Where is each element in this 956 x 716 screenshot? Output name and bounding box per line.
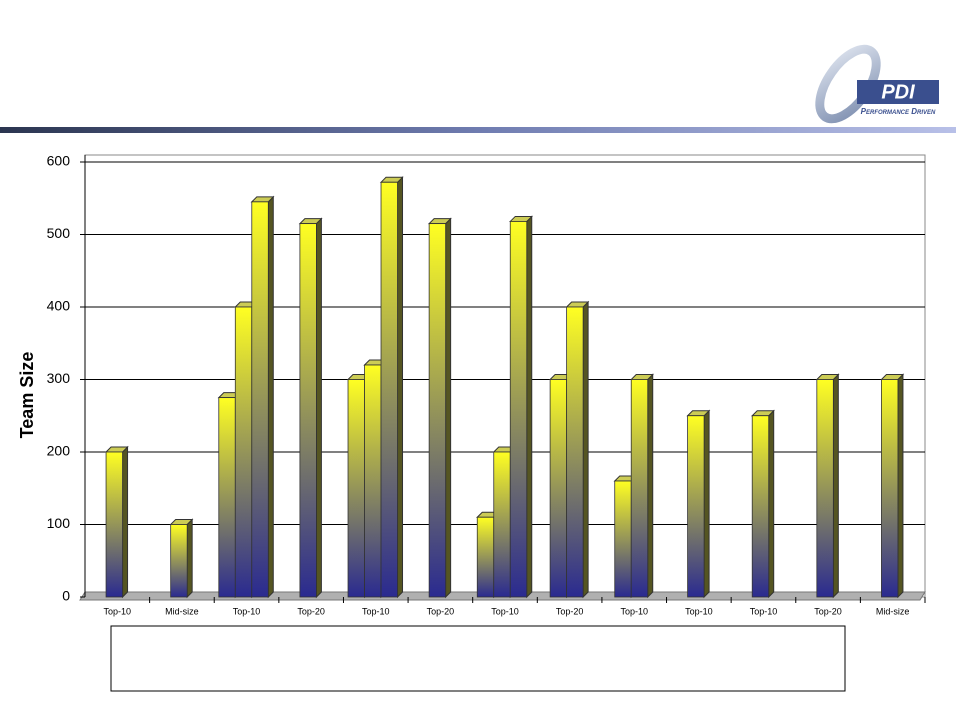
y-tick-label: 600 [47, 153, 71, 169]
bar [881, 379, 899, 598]
y-tick-label: 300 [47, 370, 71, 386]
bar [687, 415, 705, 598]
bar-side [315, 217, 322, 599]
bar [251, 201, 269, 598]
y-tick-label: 200 [47, 443, 71, 459]
bar-side [703, 409, 710, 599]
bar-side [445, 217, 452, 599]
x-tick-label: Top-10 [362, 606, 390, 616]
bar-side [267, 195, 274, 599]
bar [218, 397, 236, 598]
y-tick-label: 100 [47, 515, 71, 531]
x-tick-label: Top-10 [104, 606, 132, 616]
x-tick-label: Top-20 [297, 606, 325, 616]
bar [614, 480, 632, 598]
bar-side [647, 373, 654, 599]
bar [170, 524, 188, 598]
bar [509, 221, 528, 598]
y-axis-title: Team Size [17, 352, 37, 439]
bar [299, 223, 317, 598]
bar [347, 379, 365, 598]
chart: 0 100 200 300 400 500 600 Top-10 Mid-size Top-10 T… [47, 153, 926, 616]
x-tick-label: Top-20 [427, 606, 455, 616]
bar [816, 379, 834, 598]
y-tick-label: 0 [62, 588, 70, 604]
x-tick-label: Top-10 [233, 606, 261, 616]
bar [751, 415, 770, 598]
bar [630, 379, 649, 598]
bar [566, 306, 584, 598]
bar [493, 451, 511, 598]
bar-side [122, 445, 129, 599]
x-tick-label: Top-10 [491, 606, 519, 616]
logo-name: PDI [881, 81, 915, 103]
bar-side [582, 300, 589, 599]
logo-box [857, 80, 939, 104]
bar-side [897, 373, 904, 599]
bar-side [397, 176, 404, 599]
bar [364, 364, 382, 598]
bar [380, 181, 398, 598]
header-rule [0, 127, 956, 133]
bar [234, 306, 253, 598]
logo-tagline: Performance Driven [861, 107, 936, 116]
x-tick-label: Mid-size [876, 606, 910, 616]
x-tick-label: Top-20 [556, 606, 584, 616]
bar [428, 223, 447, 598]
x-tick-label: Top-10 [750, 606, 778, 616]
x-tick-label: Top-20 [814, 606, 842, 616]
bar-side [526, 215, 533, 599]
x-tick-label: Mid-size [165, 606, 199, 616]
logo: PDI Performance Driven [815, 44, 939, 124]
bar [476, 516, 495, 598]
bar-side [186, 518, 193, 599]
bar-side [768, 409, 775, 599]
text-box [110, 625, 846, 692]
y-tick-label: 500 [47, 225, 71, 241]
x-tick-label: Top-10 [685, 606, 713, 616]
bar-side [832, 373, 839, 599]
bar [105, 451, 123, 598]
y-tick-label: 400 [47, 298, 71, 314]
bar [549, 379, 568, 598]
x-tick-label: Top-10 [620, 606, 648, 616]
